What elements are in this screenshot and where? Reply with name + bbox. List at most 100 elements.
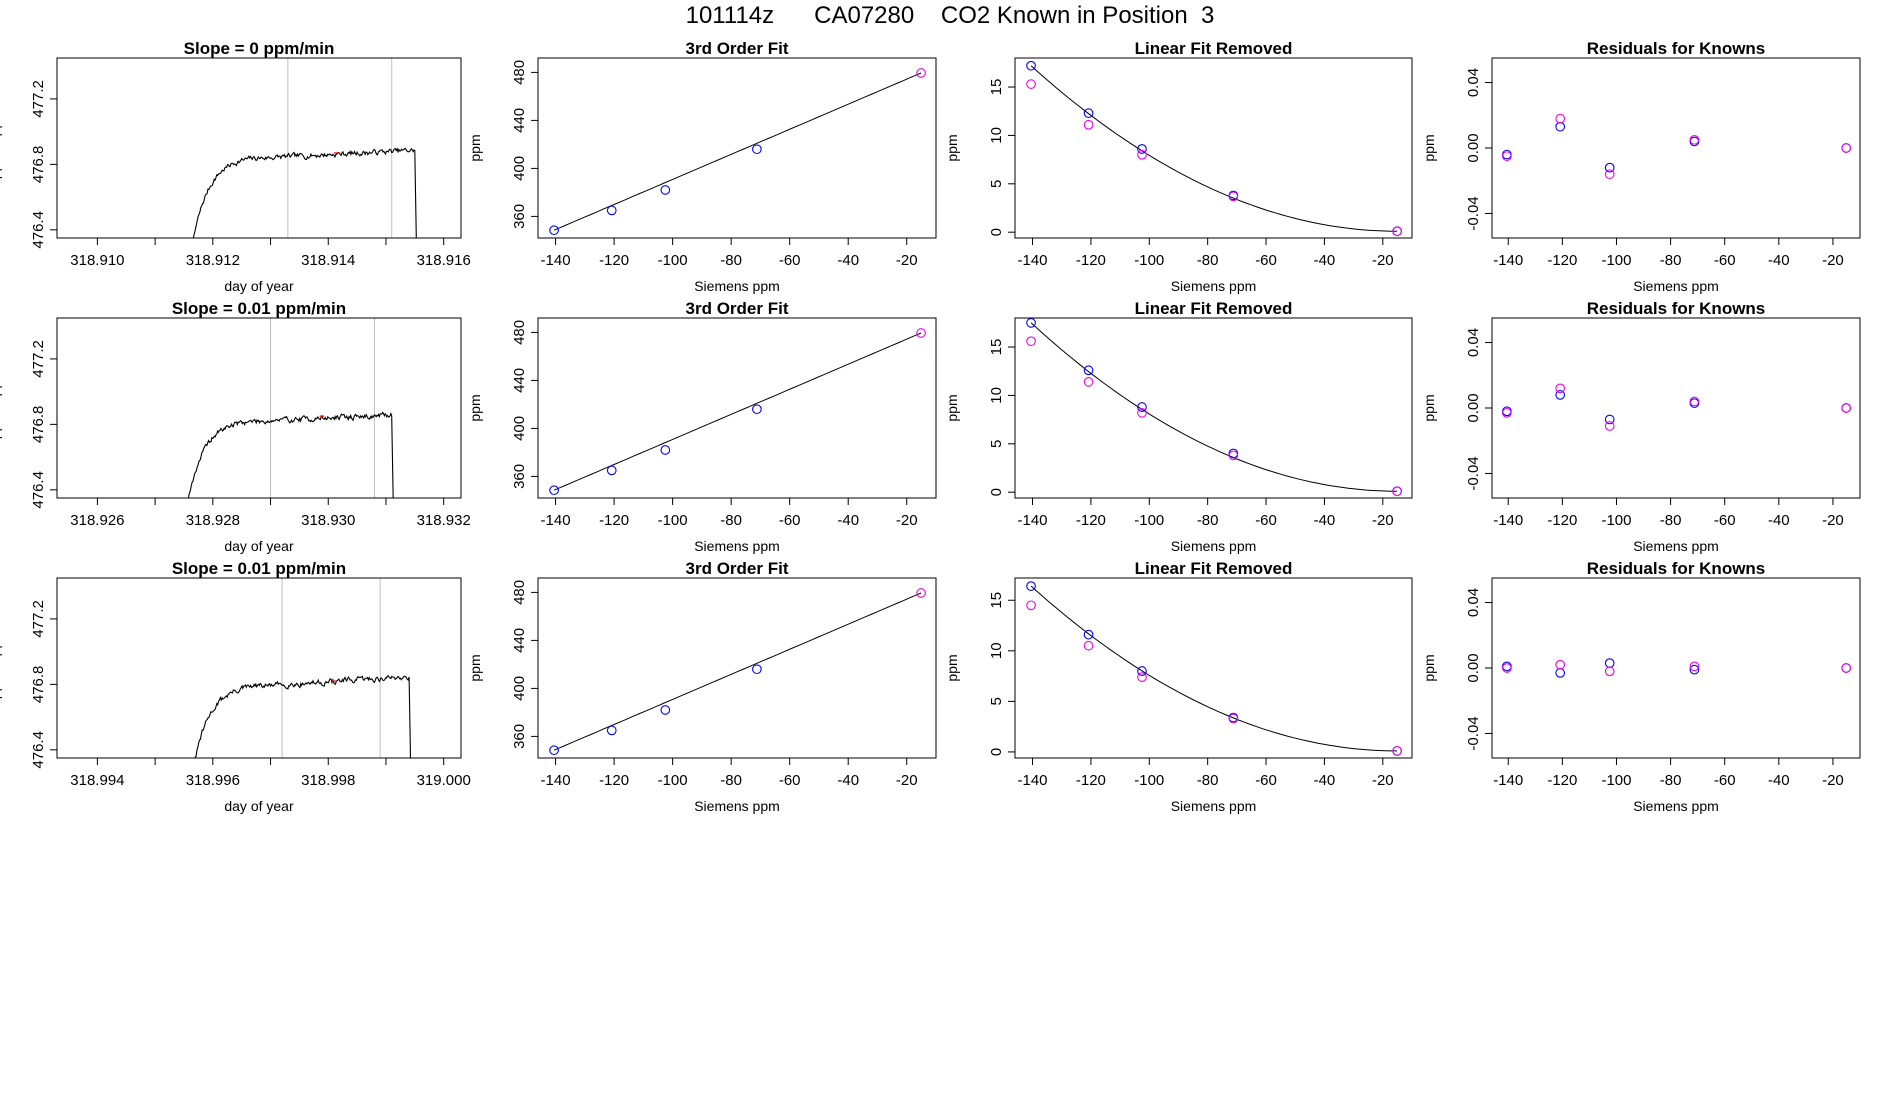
plot-frame (537, 57, 937, 239)
x-axis-label: day of year (224, 278, 294, 294)
data-point (606, 725, 617, 736)
data-point (1392, 226, 1402, 237)
x-tick-label: -80 (720, 772, 742, 789)
x-tick-label: -60 (1255, 512, 1277, 529)
panel-0-0: Slope = 0 ppm/min day of year approx. ppm 3… (0, 39, 471, 294)
data-point (1137, 144, 1147, 154)
plot-area (1502, 383, 1852, 431)
panel-0-2: Linear Fit Removed Siemens ppm ppm -140 -120… (944, 39, 1413, 294)
y-tick-label: 360 (511, 724, 528, 749)
x-tick-label: -60 (1255, 772, 1277, 789)
data-point (1841, 403, 1852, 413)
data-point (606, 205, 617, 216)
y-axis-label: approx. ppm (0, 369, 2, 447)
data-point (1228, 448, 1239, 459)
panel-title: Residuals for Knowns (1587, 559, 1766, 578)
y-tick-label: 477.2 (30, 600, 47, 638)
x-tick-label: -140 (541, 772, 571, 789)
y-tick-label: -0.04 (1465, 456, 1482, 490)
plot-area (549, 68, 926, 236)
data-point (549, 745, 559, 756)
x-tick-label: -120 (599, 512, 629, 529)
data-point (549, 225, 559, 236)
plot-frame (1014, 577, 1413, 759)
panel-2-1: 3rd Order Fit Siemens ppm ppm -140 -120 -100 -… (467, 559, 937, 814)
x-tick-label: -40 (837, 512, 859, 529)
data-point (1689, 661, 1700, 672)
y-tick-label: 15 (988, 592, 1005, 609)
data-point (1228, 191, 1239, 202)
x-tick-label: 318.994 (70, 772, 124, 789)
panel-title: Residuals for Knowns (1587, 39, 1766, 58)
x-tick-label: -20 (896, 512, 918, 529)
x-tick-label: 318.928 (186, 512, 240, 529)
y-axis-label: approx. ppm (0, 629, 2, 707)
data-point (1555, 121, 1566, 132)
y-tick-label: 400 (511, 676, 528, 701)
x-axis-label: day of year (224, 798, 294, 814)
plot-area (187, 318, 394, 498)
x-tick-label: -120 (1076, 252, 1106, 269)
data-point (1026, 60, 1036, 71)
y-tick-label: -0.04 (1465, 196, 1482, 230)
x-tick-label: -100 (1601, 512, 1631, 529)
y-tick-label: 480 (511, 60, 528, 85)
panel-1-2: Linear Fit Removed Siemens ppm ppm -140 -120… (944, 299, 1413, 554)
x-tick-label: -120 (1547, 252, 1577, 269)
x-tick-label: -40 (1314, 772, 1336, 789)
x-tick-label: -20 (1372, 512, 1394, 529)
x-tick-label: -60 (1714, 772, 1736, 789)
x-tick-label: -100 (1601, 772, 1631, 789)
y-tick-label: 0 (988, 228, 1005, 236)
y-tick-label: 360 (511, 204, 528, 229)
x-tick-label: -120 (1076, 512, 1106, 529)
data-point (1689, 664, 1700, 675)
fit-curve (1030, 65, 1398, 232)
x-tick-label: -140 (541, 252, 571, 269)
x-tick-label: 318.998 (301, 772, 355, 789)
x-tick-label: -40 (1768, 772, 1790, 789)
y-tick-label: 440 (511, 368, 528, 393)
x-tick-label: -80 (1660, 252, 1682, 269)
data-point (1026, 581, 1036, 591)
y-tick-label: 400 (511, 416, 528, 441)
plot-area (1026, 581, 1402, 756)
y-tick-label: 477.2 (30, 340, 47, 378)
x-tick-label: -60 (779, 252, 801, 269)
fit-curve (553, 592, 922, 751)
x-tick-label: -100 (658, 772, 688, 789)
plot-frame (537, 317, 937, 499)
y-tick-label: 476.4 (30, 471, 47, 509)
data-point (1502, 151, 1512, 162)
y-tick-label: 0.04 (1465, 588, 1482, 617)
y-tick-label: 0 (988, 488, 1005, 496)
x-tick-label: -80 (1197, 512, 1219, 529)
data-point (1137, 402, 1147, 412)
data-point (1026, 600, 1036, 611)
y-tick-label: 400 (511, 156, 528, 181)
data-point (1137, 407, 1147, 418)
data-point (1026, 79, 1036, 89)
x-tick-label: -140 (1493, 512, 1523, 529)
data-point (1604, 169, 1615, 180)
x-tick-label: -60 (1714, 512, 1736, 529)
x-tick-label: -40 (1314, 252, 1336, 269)
y-tick-label: 5 (988, 180, 1005, 188)
data-point (1555, 383, 1566, 394)
y-tick-label: 440 (511, 108, 528, 133)
fit-curve (1030, 585, 1398, 752)
plot-frame (1491, 57, 1861, 239)
data-point (1083, 119, 1094, 130)
x-tick-label: -140 (1017, 512, 1047, 529)
data-point (660, 705, 671, 715)
x-tick-label: -20 (1822, 252, 1844, 269)
data-point (1137, 672, 1147, 682)
data-point (549, 485, 559, 496)
x-tick-label: -40 (1768, 252, 1790, 269)
x-tick-label: -120 (599, 252, 629, 269)
x-tick-label: 318.926 (70, 512, 124, 529)
y-axis-label: approx. ppm (0, 109, 2, 187)
y-tick-label: 476.4 (30, 211, 47, 249)
x-axis-label: Siemens ppm (1633, 798, 1719, 814)
